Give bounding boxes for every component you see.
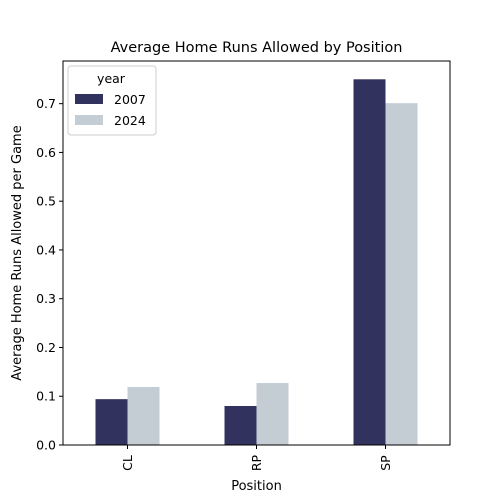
x-tick-label-CL: CL <box>120 455 135 471</box>
bar-SP-2024 <box>385 103 418 446</box>
legend-label-2007: 2007 <box>114 92 146 107</box>
bar-CL-2007 <box>95 399 128 445</box>
y-tick-label: 0.6 <box>36 145 56 160</box>
y-tick-label: 0.5 <box>36 194 56 209</box>
x-tick-label-SP: SP <box>378 455 393 471</box>
bars-group <box>95 79 418 446</box>
bar-CL-2024 <box>127 386 160 445</box>
y-tick-label: 0.1 <box>36 389 56 404</box>
y-tick-label: 0.0 <box>36 438 56 453</box>
y-tick-label: 0.7 <box>36 96 56 111</box>
y-axis-label: Average Home Runs Allowed per Game <box>10 125 25 380</box>
bar-SP-2007 <box>353 79 386 445</box>
bar-RP-2007 <box>224 405 257 445</box>
legend-label-2024: 2024 <box>114 113 146 128</box>
legend-swatch-2007 <box>75 94 103 104</box>
plot-frame <box>62 60 451 446</box>
legend: year 2007 2024 <box>67 65 157 136</box>
legend-swatch-2024 <box>75 115 103 125</box>
y-tick-label: 0.4 <box>36 242 56 257</box>
bar-RP-2024 <box>256 383 289 445</box>
legend-title: year <box>97 71 126 86</box>
y-axis: 0.0 0.1 0.2 0.3 0.4 0.5 0.6 0.7 <box>36 96 63 453</box>
y-tick-label: 0.2 <box>36 340 56 355</box>
y-tick-label: 0.3 <box>36 291 56 306</box>
x-axis: CL RP SP <box>120 445 393 471</box>
chart-title: Average Home Runs Allowed by Position <box>111 40 403 56</box>
x-axis-label: Position <box>231 479 282 494</box>
x-tick-label-RP: RP <box>249 454 264 471</box>
